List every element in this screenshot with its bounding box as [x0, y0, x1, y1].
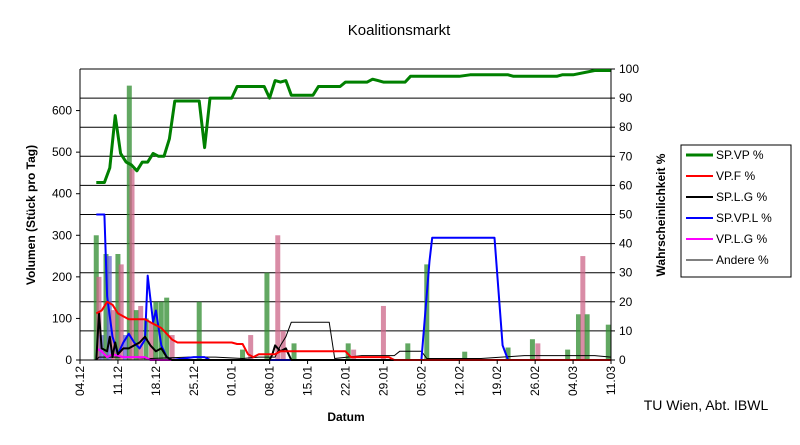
- volume-bar: [240, 349, 246, 360]
- x-tick-label: 12.02: [452, 366, 466, 396]
- x-tick-label: 08.01: [263, 366, 277, 396]
- y-left-tick-label: 200: [52, 270, 72, 284]
- y-right-tick-label: 70: [619, 149, 633, 163]
- volume-bar: [575, 314, 581, 360]
- volume-bar: [580, 256, 586, 360]
- y-right-tick-label: 30: [619, 266, 633, 280]
- legend-label: VP.L.G %: [716, 232, 767, 246]
- legend-label: SP.VP %: [716, 148, 764, 162]
- series-line: [95, 321, 612, 361]
- legend-label: SP.L.G %: [716, 190, 767, 204]
- y-left-tick-label: 0: [65, 353, 72, 367]
- y-left-tick-label: 500: [52, 145, 72, 159]
- volume-bar: [133, 310, 139, 360]
- volume-bar: [164, 297, 170, 360]
- x-axis-label: Datum: [327, 410, 364, 424]
- y-right-tick-label: 90: [619, 91, 633, 105]
- volume-bar: [93, 235, 99, 360]
- x-tick-label: 04.12: [73, 366, 87, 396]
- volume-bars: [93, 85, 611, 360]
- y-right-tick-label: 80: [619, 120, 633, 134]
- series-lines: [95, 69, 612, 361]
- y-right-tick-label: 0: [619, 353, 626, 367]
- volume-bar: [118, 264, 124, 360]
- volume-bar: [345, 343, 351, 360]
- volume-bar: [424, 264, 430, 360]
- chart-title: Koalitionsmarkt: [348, 22, 451, 39]
- volume-bar: [138, 305, 144, 360]
- volume-bar: [565, 349, 571, 360]
- series-line: [95, 300, 611, 361]
- x-tick-label: 11.12: [111, 366, 125, 395]
- volume-bar: [535, 343, 541, 360]
- series-line: [95, 312, 611, 361]
- y-right-tick-label: 40: [619, 237, 633, 251]
- x-tick-label: 05.02: [414, 366, 428, 396]
- volume-bar: [529, 339, 535, 360]
- legend-box: [680, 144, 792, 278]
- left-axis-ticks: 0 100 200 300 400 500 600: [52, 104, 80, 367]
- x-tick-label: 18.12: [149, 366, 163, 396]
- volume-bar: [380, 305, 386, 360]
- series-line: [96, 69, 611, 184]
- legend-label: SP.VP.L %: [716, 211, 772, 225]
- volume-bar: [153, 301, 159, 360]
- volume-bar: [248, 335, 254, 360]
- volume-bar: [275, 235, 281, 360]
- volume-bar: [129, 168, 135, 360]
- x-axis-ticks: 04.12 11.12 18.12 25.12 01.01 08.01 15.01 22.01…: [73, 360, 618, 396]
- y-right-tick-label: 20: [619, 295, 633, 309]
- legend-label: VP.F %: [716, 169, 755, 183]
- y-right-tick-label: 60: [619, 178, 633, 192]
- volume-bar: [462, 351, 468, 360]
- y-right-tick-label: 100: [619, 62, 639, 76]
- volume-bar: [505, 347, 511, 360]
- x-tick-label: 11.03: [604, 366, 618, 395]
- volume-bar: [196, 301, 202, 360]
- credit-text: TU Wien, Abt. IBWL: [644, 397, 769, 413]
- volume-bar: [111, 310, 117, 360]
- x-tick-label: 22.01: [339, 366, 353, 396]
- y-axis-left-label: Volumen (Stück pro Tag): [24, 145, 38, 285]
- x-tick-label: 15.01: [301, 366, 315, 396]
- y-left-tick-label: 400: [52, 187, 72, 201]
- volume-bar: [149, 322, 155, 360]
- volume-bar: [115, 253, 121, 360]
- x-tick-label: 25.12: [187, 366, 201, 396]
- volume-bar: [280, 330, 286, 360]
- y-axis-right-label: Wahrscheinlichkeit %: [654, 153, 668, 276]
- x-tick-label: 01.01: [225, 366, 239, 396]
- volume-bar: [605, 324, 611, 360]
- y-left-tick-label: 100: [52, 311, 72, 325]
- y-left-tick-label: 600: [52, 104, 72, 118]
- x-tick-label: 19.02: [490, 366, 504, 396]
- volume-bar: [584, 314, 590, 360]
- legend-label: Andere %: [716, 253, 769, 267]
- y-right-tick-label: 50: [619, 208, 633, 222]
- x-tick-label: 26.02: [528, 366, 542, 396]
- volume-bar: [351, 349, 357, 360]
- gridlines: [80, 68, 611, 332]
- volume-bar: [264, 272, 270, 360]
- volume-bar: [126, 85, 132, 360]
- legend: SP.VP % VP.F % SP.L.G % SP.VP.L % VP.L.G % An…: [680, 144, 792, 278]
- x-tick-label: 04.03: [566, 366, 580, 396]
- y-right-tick-label: 10: [619, 324, 633, 338]
- x-tick-label: 29.01: [376, 366, 390, 396]
- right-axis-ticks: 0 10 20 30 40 50 60 70 80 90 100: [611, 62, 639, 367]
- volume-bar: [169, 335, 175, 360]
- volume-bar: [103, 253, 109, 360]
- y-left-tick-label: 300: [52, 228, 72, 242]
- volume-bar: [158, 301, 164, 360]
